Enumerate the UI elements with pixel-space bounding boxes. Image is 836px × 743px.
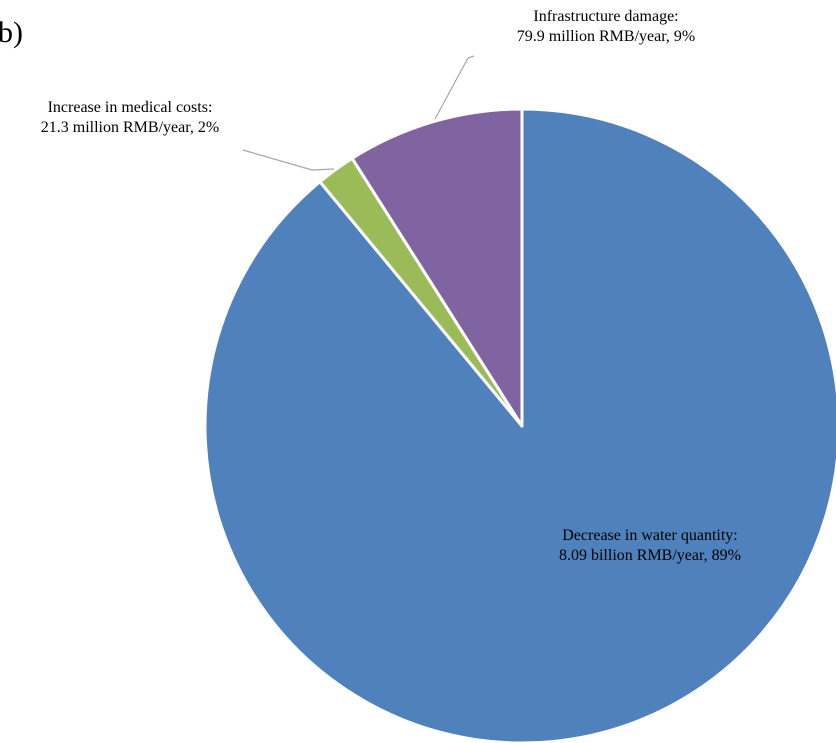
- leader-lines: [242, 55, 475, 171]
- data-label-category: Decrease in water quantity:: [562, 527, 737, 544]
- data-labels: Decrease in water quantity: 8.09 billion …: [41, 8, 741, 564]
- data-label-value: 21.3 million RMB/year, 2%: [41, 119, 219, 136]
- data-label-value: 8.09 billion RMB/year, 89%: [559, 547, 741, 564]
- panel-label: b): [0, 16, 23, 49]
- data-label-3: Infrastructure damage: 79.9 million RMB/y…: [517, 8, 695, 45]
- data-label-category: Increase in medical costs:: [48, 99, 213, 116]
- leader-line-3: [434, 55, 475, 120]
- data-label-2: Increase in medical costs: 21.3 million R…: [41, 99, 219, 136]
- data-label-category: Infrastructure damage:: [533, 8, 678, 25]
- data-label-1: Decrease in water quantity: 8.09 billion …: [559, 527, 741, 564]
- data-label-value: 79.9 million RMB/year, 9%: [517, 28, 695, 45]
- leader-line-2: [242, 149, 335, 171]
- pie-slice-3: [350, 107, 524, 428]
- pie-slices: [203, 107, 836, 743]
